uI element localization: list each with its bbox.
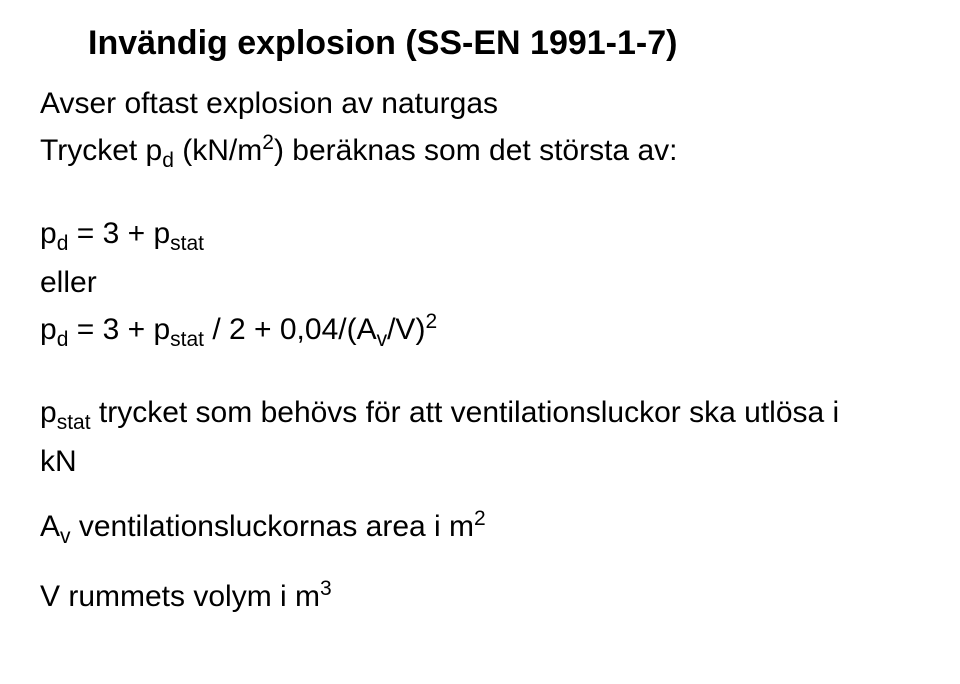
superscript-2: 2: [474, 507, 486, 530]
subscript-d: d: [57, 232, 69, 255]
intro-line: Avser oftast explosion av naturgas: [40, 87, 920, 121]
subscript-v: v: [60, 525, 71, 548]
spacer: [40, 559, 920, 577]
text-frag: A: [40, 510, 60, 543]
superscript-2: 2: [425, 310, 437, 333]
kn-line: kN: [40, 445, 920, 479]
spacer: [40, 489, 920, 507]
title-text: Invändig explosion (SS-EN 1991-1-7): [88, 24, 677, 62]
v-definition: V rummets volym i m3: [40, 577, 920, 614]
text-frag: p: [40, 313, 57, 346]
text-frag: / 2 + 0,04/(A: [204, 313, 377, 346]
subscript-v: v: [377, 328, 388, 351]
text-frag: Trycket p: [40, 134, 162, 167]
subscript-stat: stat: [170, 328, 204, 351]
text-frag: ) beräknas som det största av:: [274, 134, 678, 167]
subscript-d: d: [57, 328, 69, 351]
av-definition: Av ventilationsluckornas area i m2: [40, 507, 920, 549]
text-frag: V rummets volym i m: [40, 580, 320, 613]
subscript-stat: stat: [170, 232, 204, 255]
spacer: [40, 183, 920, 217]
equation-2: pd = 3 + pstat / 2 + 0,04/(Av/V)2: [40, 310, 920, 352]
equation-1: pd = 3 + pstat: [40, 217, 920, 256]
eller-line: eller: [40, 266, 920, 300]
text-frag: p: [40, 217, 57, 250]
subscript-stat: stat: [57, 411, 91, 434]
superscript-2: 2: [262, 131, 274, 154]
intro-text: Avser oftast explosion av naturgas: [40, 87, 498, 120]
superscript-3: 3: [320, 577, 332, 600]
text-frag: (kN/m: [174, 134, 262, 167]
text-frag: = 3 + p: [68, 313, 170, 346]
pstat-definition: pstat trycket som behövs för att ventila…: [40, 396, 920, 435]
text-frag: p: [40, 396, 57, 429]
subscript-d: d: [162, 149, 174, 172]
text-frag: = 3 + p: [68, 217, 170, 250]
pressure-definition-line: Trycket pd (kN/m2) beräknas som det stör…: [40, 131, 920, 173]
eller-text: eller: [40, 266, 97, 299]
kn-text: kN: [40, 445, 77, 478]
page-title: Invändig explosion (SS-EN 1991-1-7): [88, 24, 920, 63]
text-frag: trycket som behövs för att ventilationsl…: [91, 396, 840, 429]
spacer: [40, 362, 920, 396]
text-frag: /V): [387, 313, 425, 346]
document-page: Invändig explosion (SS-EN 1991-1-7) Avse…: [0, 0, 960, 648]
text-frag: ventilationsluckornas area i m: [71, 510, 475, 543]
